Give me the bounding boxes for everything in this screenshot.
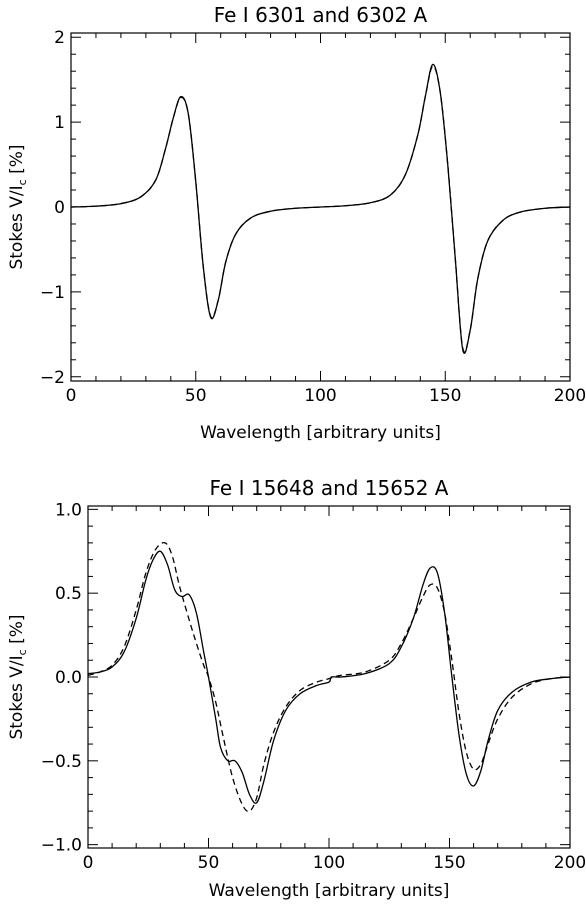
x-tick-label: 150	[429, 386, 461, 406]
chart-title: Fe I 6301 and 6302 A	[214, 3, 428, 27]
x-tick-label: 50	[198, 853, 220, 873]
y-tick-label: 0.0	[55, 668, 82, 688]
y-tick-label: 0	[54, 198, 65, 218]
series-line-solid	[87, 550, 571, 804]
y-tick-label: −1.0	[41, 836, 82, 856]
y-axis-label-main: Stokes V/I	[7, 655, 27, 739]
y-axis-label: Stokes V/Ic [%]	[7, 144, 29, 269]
x-tick-label: 0	[83, 853, 94, 873]
x-tick-label: 100	[313, 853, 345, 873]
y-axis-label-unit: [%]	[7, 144, 27, 179]
y-tick-label: 1	[54, 113, 65, 133]
y-tick-label: −1	[40, 283, 65, 303]
y-axis-label-main: Stokes V/I	[7, 185, 27, 269]
series-line-solid	[70, 63, 571, 354]
plot-frame	[87, 505, 571, 849]
x-tick-label: 200	[554, 386, 586, 406]
y-axis-label: Stokes V/Ic [%]	[7, 614, 29, 739]
x-tick-label: 100	[304, 386, 336, 406]
chart-panel-1: Fe I 6301 and 6302 A 0 50 100 150 200 −2 −1 0 1 2 W…	[7, 3, 586, 443]
chart-panel-2: Fe I 15648 and 15652 A 0 50 100 150 200 −1.0 −0…	[7, 476, 586, 901]
x-axis-label: Wavelength [arbitrary units]	[200, 423, 441, 443]
y-axis-label-subscript: c	[16, 649, 29, 655]
y-axis-label-subscript: c	[16, 179, 29, 185]
chart-title: Fe I 15648 and 15652 A	[210, 476, 449, 500]
x-tick-label: 150	[433, 853, 465, 873]
x-axis-label: Wavelength [arbitrary units]	[209, 881, 450, 901]
y-tick-label: 1.0	[55, 500, 82, 520]
x-tick-label: 0	[66, 386, 77, 406]
x-tick-label: 200	[554, 853, 586, 873]
series-line-dashed	[87, 541, 571, 813]
y-tick-label: 0.5	[55, 584, 82, 604]
y-tick-label: −0.5	[41, 752, 82, 772]
y-axis-label-unit: [%]	[7, 614, 27, 649]
series-line-dashed	[70, 65, 571, 353]
x-tick-label: 50	[185, 386, 207, 406]
y-tick-label: −2	[40, 368, 65, 388]
y-tick-label: 2	[54, 28, 65, 48]
